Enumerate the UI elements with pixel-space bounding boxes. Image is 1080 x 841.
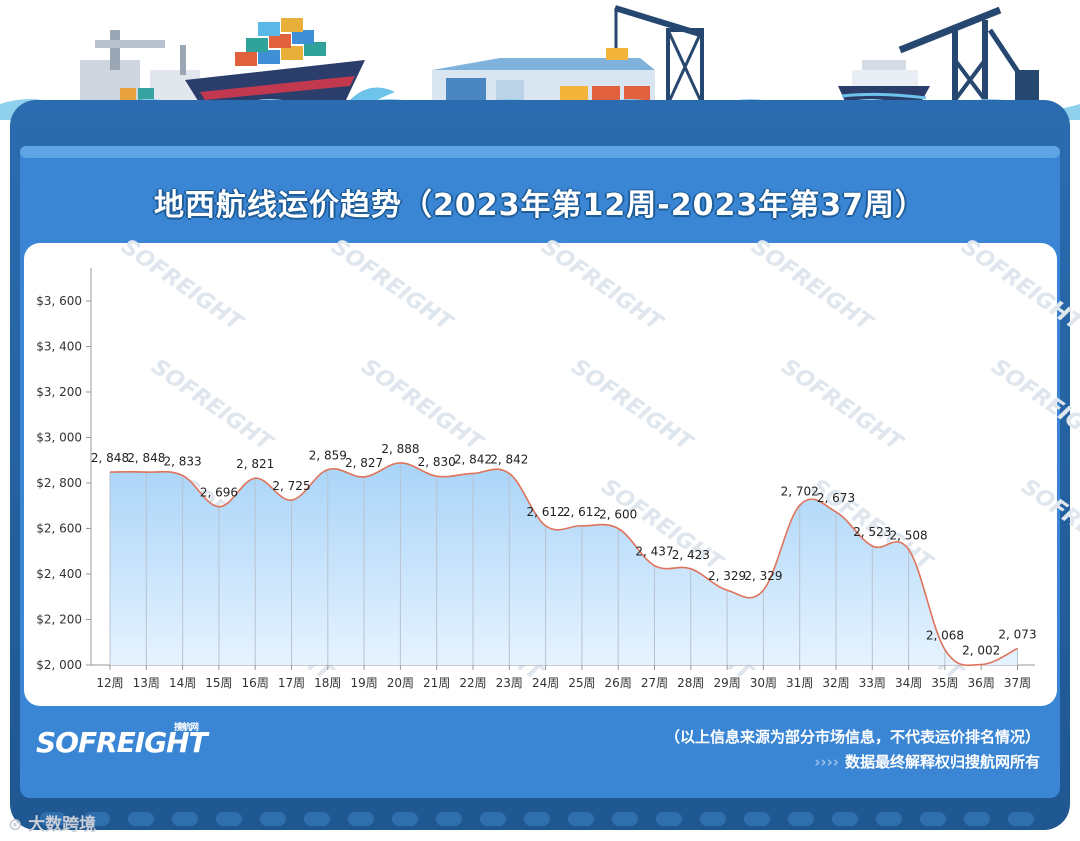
sofreight-logo: SOFREIGHT 搜航网: [36, 723, 208, 759]
x-tick-label: 30周: [750, 676, 777, 690]
y-tick-label: $3, 600: [36, 294, 82, 308]
y-tick-label: $3, 200: [36, 385, 82, 399]
source-disclaimer: （以上信息来源为部分市场信息，不代表运价排名情况）: [664, 728, 1040, 746]
frame-notch: [260, 812, 286, 826]
frame-bottom-notches: [40, 812, 1034, 826]
page-title: 地西航线运价趋势（2023年第12周-2023年第37周）: [154, 188, 926, 223]
data-label: 2, 842: [454, 452, 492, 466]
x-tick-label: 31周: [786, 676, 813, 690]
y-tick-label: $2, 600: [36, 522, 82, 536]
data-label: 2, 673: [817, 491, 855, 505]
data-label: 2, 612: [527, 505, 565, 519]
area-fill: [110, 462, 1018, 666]
series-line: [109, 462, 1018, 667]
frame-notch: [128, 812, 154, 826]
rights-notice: ›››› 数据最终解释权归搜航网所有: [814, 753, 1040, 771]
frame-notch: [656, 812, 682, 826]
frame-notch: [392, 812, 418, 826]
x-tick-label: 15周: [205, 676, 232, 690]
x-tick-label: 12周: [96, 676, 123, 690]
y-tick-label: $3, 400: [36, 340, 82, 354]
x-tick-label: 20周: [387, 676, 414, 690]
frame-notch: [700, 812, 726, 826]
x-tick-label: 28周: [677, 676, 704, 690]
data-label: 2, 612: [563, 505, 601, 519]
frame-notch: [304, 812, 330, 826]
frame-notch: [788, 812, 814, 826]
data-label: 2, 437: [635, 545, 673, 559]
x-tick-label: 21周: [423, 676, 450, 690]
frame-notch: [1008, 812, 1034, 826]
container-ship-icon: [185, 18, 395, 104]
data-label: 2, 423: [672, 548, 710, 562]
frame-notch: [84, 812, 110, 826]
frame-notch: [876, 812, 902, 826]
x-tick-label: 17周: [278, 676, 305, 690]
data-label: 2, 888: [381, 442, 419, 456]
frame-notch: [172, 812, 198, 826]
x-tick-label: 13周: [133, 676, 160, 690]
x-tick-label: 26周: [605, 676, 632, 690]
data-label: 2, 002: [962, 644, 1000, 658]
frame-notch: [612, 812, 638, 826]
gantry-crane-icon: [898, 6, 1039, 108]
data-label: 2, 830: [418, 455, 456, 469]
frame-notch: [480, 812, 506, 826]
frame-notch: [832, 812, 858, 826]
frame-notch: [744, 812, 770, 826]
data-label: 2, 523: [853, 525, 891, 539]
frame-notch: [216, 812, 242, 826]
port-building-icon: [80, 30, 200, 105]
data-label: 2, 848: [91, 451, 129, 465]
x-tick-label: 22周: [459, 676, 486, 690]
x-tick-label: 19周: [350, 676, 377, 690]
y-tick-label: $2, 200: [36, 613, 82, 627]
data-label: 2, 508: [890, 528, 928, 542]
y-tick-label: $2, 800: [36, 476, 82, 490]
x-tick-label: 23周: [496, 676, 523, 690]
data-label: 2, 696: [200, 486, 238, 500]
data-label: 2, 329: [708, 569, 746, 583]
x-tick-label: 35周: [931, 676, 958, 690]
corner-watermark: ⊙ 大数跨境: [8, 815, 97, 835]
x-tick-label: 25周: [568, 676, 595, 690]
data-label: 2, 833: [164, 454, 202, 468]
frame-notch: [964, 812, 990, 826]
x-tick-label: 33周: [859, 676, 886, 690]
data-label: 2, 600: [599, 508, 637, 522]
y-tick-label: $2, 400: [36, 567, 82, 581]
frame-notch: [920, 812, 946, 826]
x-tick-label: 16周: [242, 676, 269, 690]
x-tick-label: 36周: [968, 676, 995, 690]
frame-notch: [568, 812, 594, 826]
x-tick-label: 34周: [895, 676, 922, 690]
data-label: 2, 073: [998, 627, 1036, 641]
inner-panel-topbar: [20, 146, 1060, 158]
x-tick-label: 29周: [713, 676, 740, 690]
data-label: 2, 827: [345, 456, 383, 470]
data-label: 2, 725: [272, 479, 310, 493]
frame-notch: [524, 812, 550, 826]
frame-notch: [40, 812, 66, 826]
data-label: 2, 068: [926, 629, 964, 643]
data-label: 2, 821: [236, 457, 274, 471]
rate-trend-chart: $2, 000 $2, 200 $2, 400 $2, 600 $2, 800 $3, 0…: [36, 268, 1037, 690]
y-tick-label: $2, 000: [36, 658, 82, 672]
data-label: 2, 859: [309, 449, 347, 463]
x-tick-label: 32周: [822, 676, 849, 690]
data-label: 2, 848: [127, 451, 165, 465]
y-tick-label: $3, 000: [36, 431, 82, 445]
frame-notch: [436, 812, 462, 826]
data-label: 2, 329: [744, 569, 782, 583]
frame-notch: [348, 812, 374, 826]
x-tick-label: 27周: [641, 676, 668, 690]
data-label: 2, 842: [490, 452, 528, 466]
warehouse-icon: [432, 58, 655, 104]
x-tick-label: 24周: [532, 676, 559, 690]
x-tick-label: 37周: [1004, 676, 1031, 690]
x-tick-label: 14周: [169, 676, 196, 690]
data-label: 2, 702: [781, 484, 819, 498]
x-tick-label: 18周: [314, 676, 341, 690]
